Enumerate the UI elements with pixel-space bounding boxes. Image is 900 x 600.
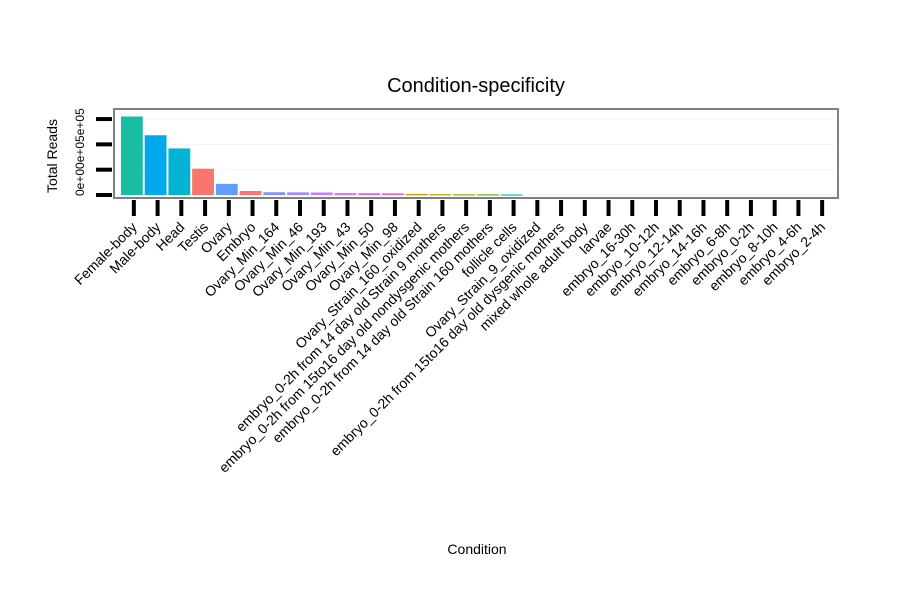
bar-embryo-0-2h-from-15to16-day-old-nondysgenic-mothers (453, 194, 476, 196)
y-tick-labels: 0e+00e+05e+05 (73, 108, 87, 196)
bar-embryo (239, 190, 262, 195)
bar-head (168, 148, 191, 195)
bar-ovary-min-164 (263, 192, 286, 195)
bar-ovary-min-193 (310, 192, 333, 195)
chart-title: Condition-specificity (387, 75, 565, 97)
bar-ovary-min-46 (287, 192, 309, 195)
y-axis-title: Total Reads (44, 119, 60, 193)
bar-ovary-strain-160-oxidized (405, 193, 428, 196)
bar-ovary-min-50 (358, 193, 381, 195)
bar-female-body (120, 116, 143, 195)
bar-male-body (144, 135, 167, 195)
x-axis-title: Condition (447, 541, 506, 557)
bar-testis (192, 168, 214, 195)
bar-embryo-0-2h-from-14-day-old-strain-160-mothers (476, 194, 499, 196)
y-axis: 0e+00e+05e+05 (73, 108, 112, 197)
bar-ovary-min-43 (334, 193, 357, 195)
x-axis: Female-bodyMale-bodyHeadTestisOvaryEmbry… (71, 200, 828, 476)
bar-embryo-0-2h-from-14-day-old-strain-9-mothers (429, 194, 452, 196)
bar-ovary (215, 183, 238, 195)
bar-follicle-cells (500, 194, 523, 196)
bar-ovary-min-98 (382, 193, 404, 195)
plot-panel (113, 108, 839, 199)
bars (120, 116, 523, 196)
